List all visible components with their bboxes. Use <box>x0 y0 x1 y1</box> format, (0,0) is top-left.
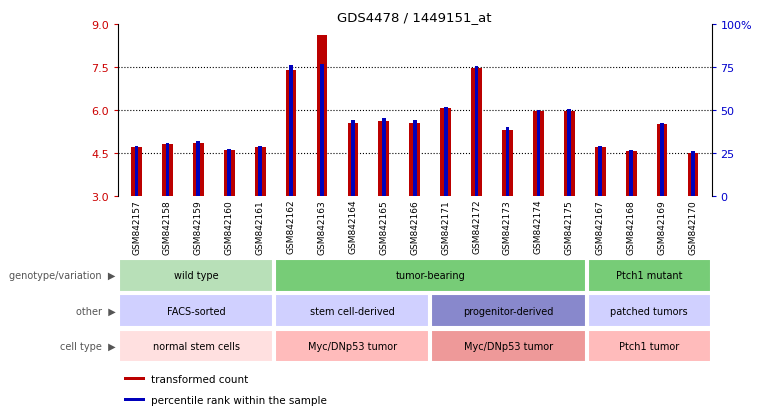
Text: transformed count: transformed count <box>151 374 248 384</box>
Bar <box>587 259 711 292</box>
Text: GSM842164: GSM842164 <box>349 199 358 254</box>
Text: Ptch1 mutant: Ptch1 mutant <box>616 271 683 281</box>
Text: GSM842159: GSM842159 <box>194 199 203 254</box>
Bar <box>409 123 420 196</box>
Text: GSM842162: GSM842162 <box>287 199 295 254</box>
Text: tumor-bearing: tumor-bearing <box>396 271 465 281</box>
Text: stem cell-derived: stem cell-derived <box>310 306 395 316</box>
Bar <box>255 147 266 196</box>
Text: Myc/DNp53 tumor: Myc/DNp53 tumor <box>464 341 553 351</box>
Bar <box>431 294 586 327</box>
Bar <box>317 36 327 196</box>
Text: GSM842174: GSM842174 <box>534 199 543 254</box>
Bar <box>537 111 540 196</box>
Bar <box>275 330 429 362</box>
Bar <box>568 110 572 196</box>
Bar <box>135 146 139 196</box>
Text: normal stem cells: normal stem cells <box>152 341 240 351</box>
Bar <box>688 153 699 196</box>
Bar <box>131 147 142 196</box>
Bar <box>444 108 447 196</box>
Bar <box>351 121 355 196</box>
Bar <box>626 152 636 196</box>
Bar <box>598 146 602 196</box>
Bar <box>505 128 509 196</box>
Bar <box>124 377 145 380</box>
Bar <box>166 143 169 196</box>
Bar <box>119 259 273 292</box>
Text: GSM842172: GSM842172 <box>472 199 481 254</box>
Text: GSM842163: GSM842163 <box>317 199 326 254</box>
Bar <box>228 150 231 196</box>
Bar <box>533 112 544 196</box>
Bar <box>564 112 575 196</box>
Bar <box>275 259 586 292</box>
Bar <box>258 146 262 196</box>
Text: patched tumors: patched tumors <box>610 306 688 316</box>
Text: progenitor-derived: progenitor-derived <box>463 306 554 316</box>
Bar <box>413 121 416 196</box>
Text: Ptch1 tumor: Ptch1 tumor <box>619 341 679 351</box>
Bar <box>378 122 389 196</box>
Bar <box>162 145 173 196</box>
Bar <box>587 294 711 327</box>
Bar <box>431 330 586 362</box>
Title: GDS4478 / 1449151_at: GDS4478 / 1449151_at <box>337 11 492 24</box>
Text: GSM842168: GSM842168 <box>626 199 635 254</box>
Bar <box>289 66 293 196</box>
Bar <box>691 152 695 196</box>
Bar <box>320 65 324 196</box>
Bar <box>119 330 273 362</box>
Text: other  ▶: other ▶ <box>76 306 116 316</box>
Text: GSM842160: GSM842160 <box>224 199 234 254</box>
Bar <box>587 330 711 362</box>
Text: GSM842166: GSM842166 <box>410 199 419 254</box>
Bar <box>196 142 200 196</box>
Bar <box>475 67 479 196</box>
Text: GSM842157: GSM842157 <box>132 199 141 254</box>
Bar <box>471 69 482 196</box>
Text: percentile rank within the sample: percentile rank within the sample <box>151 395 327 405</box>
Bar <box>275 294 429 327</box>
Text: GSM842158: GSM842158 <box>163 199 172 254</box>
Text: GSM842173: GSM842173 <box>503 199 512 254</box>
Bar <box>348 123 358 196</box>
Bar <box>382 119 386 196</box>
Text: cell type  ▶: cell type ▶ <box>60 341 116 351</box>
Text: Myc/DNp53 tumor: Myc/DNp53 tumor <box>307 341 396 351</box>
Bar <box>657 125 667 196</box>
Text: GSM842161: GSM842161 <box>256 199 265 254</box>
Text: GSM842167: GSM842167 <box>596 199 605 254</box>
Bar <box>224 150 234 196</box>
Bar <box>502 131 513 196</box>
Text: GSM842175: GSM842175 <box>565 199 574 254</box>
Bar <box>441 109 451 196</box>
Bar <box>595 147 606 196</box>
Text: GSM842171: GSM842171 <box>441 199 451 254</box>
Text: FACS-sorted: FACS-sorted <box>167 306 225 316</box>
Text: GSM842165: GSM842165 <box>379 199 388 254</box>
Text: GSM842169: GSM842169 <box>658 199 667 254</box>
Bar <box>629 150 633 196</box>
Bar <box>119 294 273 327</box>
Text: GSM842170: GSM842170 <box>689 199 698 254</box>
Text: genotype/variation  ▶: genotype/variation ▶ <box>9 271 116 281</box>
Bar <box>193 143 204 196</box>
Bar <box>661 123 664 196</box>
Text: wild type: wild type <box>174 271 218 281</box>
Bar <box>285 71 297 196</box>
Bar <box>124 398 145 401</box>
